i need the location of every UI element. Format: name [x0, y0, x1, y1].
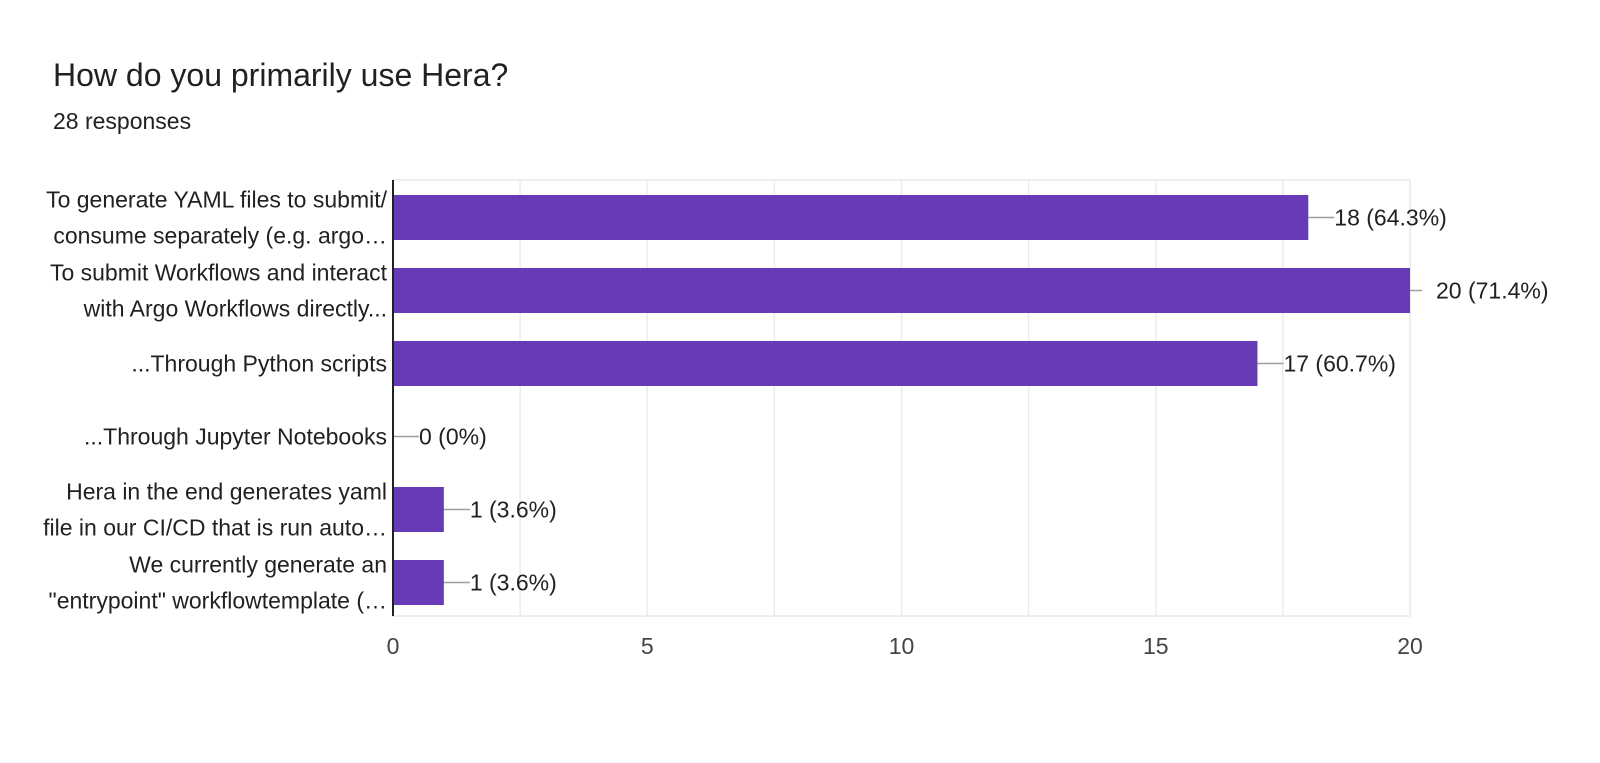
category-label: To generate YAML files to submit/	[46, 187, 388, 213]
x-tick-label: 5	[641, 633, 654, 659]
category-label: We currently generate an	[129, 552, 387, 578]
bar	[393, 341, 1258, 386]
x-tick-label: 15	[1143, 633, 1169, 659]
data-label: 20 (71.4%)	[1436, 278, 1549, 304]
bar	[393, 195, 1309, 240]
data-label: 18 (64.3%)	[1334, 205, 1447, 231]
data-label: 1 (3.6%)	[470, 497, 557, 523]
category-label: To submit Workflows and interact	[50, 260, 388, 286]
data-label: 1 (3.6%)	[470, 570, 557, 596]
category-label: "entrypoint" workflowtemplate (…	[49, 588, 387, 614]
category-label: ...Through Python scripts	[131, 351, 387, 377]
category-label: consume separately (e.g. argo…	[53, 223, 387, 249]
x-tick-label: 0	[387, 633, 400, 659]
category-label: ...Through Jupyter Notebooks	[84, 424, 387, 450]
category-label: Hera in the end generates yaml	[66, 479, 387, 505]
chart-title: How do you primarily use Hera?	[53, 57, 509, 93]
bar	[393, 487, 444, 532]
category-label: with Argo Workflows directly...	[83, 296, 387, 322]
x-tick-label: 10	[889, 633, 915, 659]
response-count: 28 responses	[53, 108, 192, 134]
bar	[393, 268, 1410, 313]
data-label: 0 (0%)	[419, 424, 487, 450]
data-label: 17 (60.7%)	[1283, 351, 1396, 377]
category-label: file in our CI/CD that is run auto…	[43, 515, 387, 541]
x-tick-label: 20	[1397, 633, 1423, 659]
bar	[393, 560, 444, 605]
